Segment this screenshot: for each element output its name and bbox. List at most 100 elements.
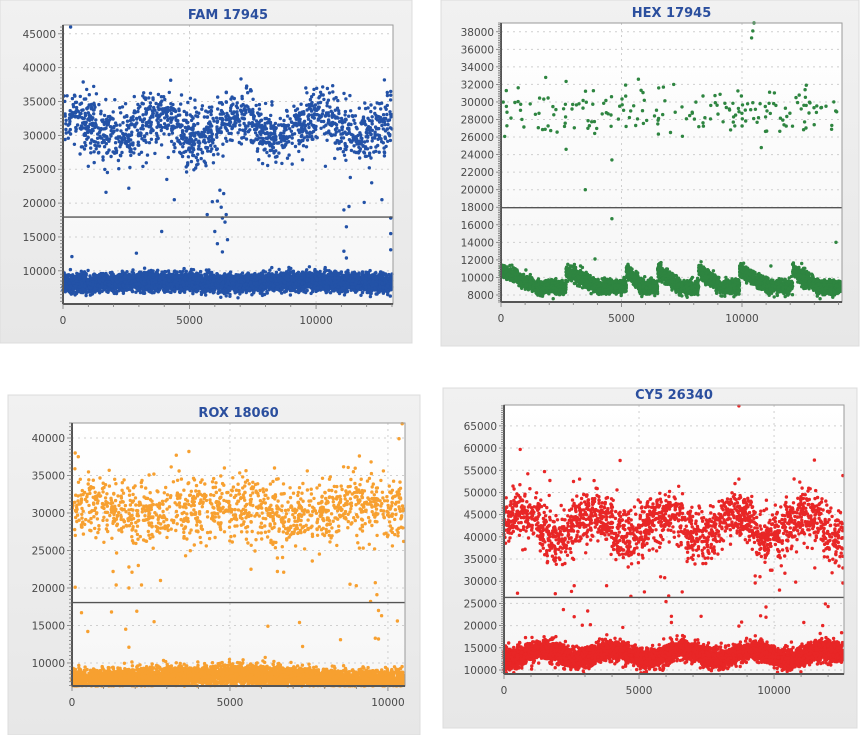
data-point-positive [366, 117, 369, 120]
data-point-positive [231, 139, 234, 142]
data-point-positive [187, 125, 190, 128]
data-point-positive [168, 91, 171, 94]
data-point-positive [93, 144, 96, 147]
data-point-positive [349, 123, 352, 126]
data-point-positive [169, 121, 172, 124]
data-point-positive [197, 112, 200, 115]
data-point-positive [373, 131, 376, 134]
data-point-negative [143, 267, 146, 270]
data-point-positive [90, 130, 93, 133]
data-point-positive [363, 151, 366, 154]
data-point-positive [203, 138, 206, 141]
data-point-positive [218, 101, 221, 104]
data-point-positive [294, 145, 297, 148]
data-point-positive [262, 148, 265, 151]
data-point-positive [216, 95, 219, 98]
data-point-positive [73, 143, 76, 146]
data-point-positive [258, 131, 261, 134]
data-point-positive [257, 158, 260, 161]
data-point-positive [366, 134, 369, 137]
data-point-positive [389, 139, 392, 142]
data-point-positive [350, 149, 353, 152]
data-point-positive [171, 116, 174, 119]
data-point-positive [311, 114, 314, 117]
data-point-positive [196, 122, 199, 125]
data-point-negative [142, 292, 145, 295]
data-point-positive [126, 140, 129, 143]
data-point-positive [384, 117, 387, 120]
data-point-positive [238, 123, 241, 126]
data-point-positive [89, 146, 92, 149]
data-point-positive [389, 98, 392, 101]
data-point-positive [349, 176, 352, 179]
data-point-positive [369, 156, 372, 159]
data-point-positive [149, 116, 152, 119]
data-point-positive [93, 161, 96, 164]
data-point-positive [331, 113, 334, 116]
data-point-positive [253, 123, 256, 126]
data-point-positive [74, 129, 77, 132]
data-point-positive [336, 99, 339, 102]
data-point-positive [69, 109, 72, 112]
data-point-positive [204, 161, 207, 164]
data-point-positive [266, 164, 269, 167]
data-point-positive [155, 114, 158, 117]
data-point-positive [104, 126, 107, 129]
data-point-positive [82, 80, 85, 83]
data-point-positive [328, 105, 331, 108]
data-point-positive [365, 128, 368, 131]
data-point-positive [224, 115, 227, 118]
data-point-positive [170, 140, 173, 143]
data-point-positive [114, 121, 117, 124]
data-point-positive [133, 147, 136, 150]
data-point-positive [272, 139, 275, 142]
data-point-positive [155, 132, 158, 135]
data-point-positive [145, 161, 148, 164]
data-point-positive [78, 103, 81, 106]
data-point-positive [141, 113, 144, 116]
data-point-positive [340, 117, 343, 120]
data-point-positive [258, 114, 261, 117]
data-point-positive [157, 93, 160, 96]
data-point-positive [206, 149, 209, 152]
data-point-positive [212, 161, 215, 164]
data-point-positive [179, 102, 182, 105]
data-point-positive [364, 123, 367, 126]
data-point-negative [84, 294, 87, 297]
data-point-positive [344, 110, 347, 113]
data-point-positive [243, 105, 246, 108]
data-point-positive [343, 147, 346, 150]
data-point-positive [211, 117, 214, 120]
data-point-positive [221, 154, 224, 157]
data-point-positive [201, 104, 204, 107]
data-point-positive [269, 114, 272, 117]
data-point-positive [114, 136, 117, 139]
data-point-positive [388, 118, 391, 121]
data-point-positive [333, 157, 336, 160]
data-point-positive [358, 131, 361, 134]
data-point-positive [127, 126, 130, 129]
data-point-positive [244, 124, 247, 127]
data-point-positive [110, 126, 113, 129]
data-point-positive [256, 150, 259, 153]
data-point-positive [350, 133, 353, 136]
data-point-positive [186, 121, 189, 124]
data-point-positive [69, 132, 72, 135]
data-point-positive [126, 134, 129, 137]
data-point-positive [84, 144, 87, 147]
data-point-positive [380, 124, 383, 127]
data-point-positive [289, 117, 292, 120]
data-point-positive [386, 123, 389, 126]
data-point-positive [89, 151, 92, 154]
data-point-positive [97, 103, 100, 106]
data-point-positive [141, 120, 144, 123]
data-point-positive [85, 107, 88, 110]
data-point-positive [185, 165, 188, 168]
data-point-positive [193, 106, 196, 109]
data-point-positive [220, 109, 223, 112]
data-point-positive [199, 148, 202, 151]
data-point-positive [92, 102, 95, 105]
data-point-negative [277, 268, 280, 271]
data-point-positive [319, 91, 322, 94]
data-point-positive [361, 145, 364, 148]
